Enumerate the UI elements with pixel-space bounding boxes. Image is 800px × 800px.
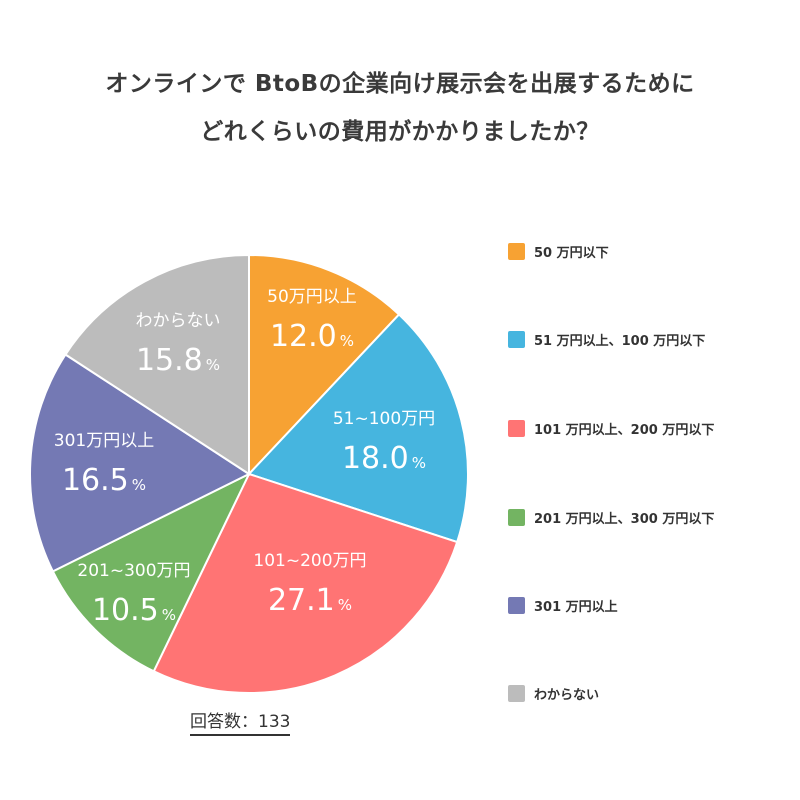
legend-swatch-4 xyxy=(508,509,525,526)
legend-label-4: 201 万円以上、300 万円以下 xyxy=(534,512,715,527)
legend-label-3: 101 万円以上、200 万円以下 xyxy=(534,423,715,438)
slice-value-4: 10.5% xyxy=(92,593,176,628)
slice-label-2: 51~100万円 xyxy=(333,409,435,429)
pie-slice-6 xyxy=(64,253,250,476)
legend-swatch-5 xyxy=(508,597,525,614)
chart-title-line2: どれくらいの費用がかかりましたか？ xyxy=(200,119,600,145)
legend-label-2: 51 万円以上、100 万円以下 xyxy=(534,334,706,349)
pie-slice-4 xyxy=(51,471,252,673)
slice-label-6: わからない xyxy=(136,311,221,331)
slice-label-5: 301万円以上 xyxy=(54,431,154,451)
slice-label-1: 50万円以上 xyxy=(267,287,357,307)
legend-label-6: わからない xyxy=(534,688,600,703)
legend-swatch-3 xyxy=(508,420,525,437)
chart-title-line1: オンラインで BtoBの企業向け展示会を出展するために xyxy=(105,71,695,97)
pie-slice-5 xyxy=(29,353,252,573)
slice-value-2: 18.0% xyxy=(342,441,426,476)
pie-slice-2 xyxy=(247,313,469,544)
slice-value-1: 12.0% xyxy=(270,319,354,354)
slice-label-3: 101~200万円 xyxy=(253,551,366,571)
legend-label-5: 301 万円以上 xyxy=(534,600,618,615)
respondent-count: 回答数：133 xyxy=(190,707,291,736)
legend-swatch-1 xyxy=(508,243,525,260)
legend-swatch-6 xyxy=(508,685,525,702)
pie-slice-3 xyxy=(152,472,459,694)
slice-value-3: 27.1% xyxy=(268,583,352,618)
legend-swatch-2 xyxy=(508,331,525,348)
slice-value-5: 16.5% xyxy=(62,463,146,498)
pie-slice-1 xyxy=(248,253,401,477)
legend-label-1: 50 万円以下 xyxy=(534,246,609,261)
slice-label-4: 201~300万円 xyxy=(77,561,190,581)
slice-value-6: 15.8% xyxy=(136,343,220,378)
